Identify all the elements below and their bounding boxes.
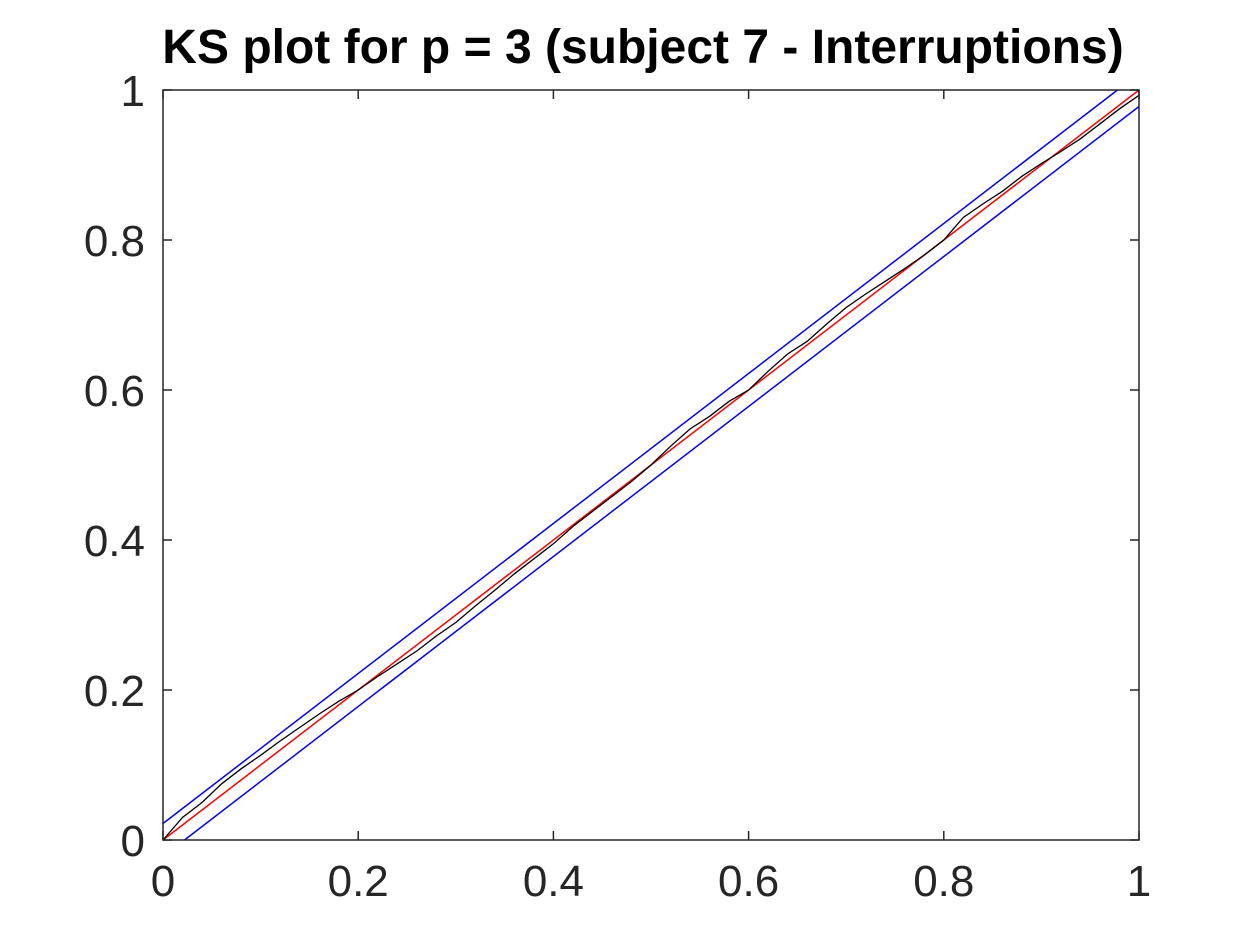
y-tick-label: 1 [121, 67, 145, 116]
x-tick-label: 1 [1127, 857, 1151, 906]
upper-confidence-bound [162, 89, 1118, 825]
lower-confidence-bound [184, 105, 1140, 841]
y-tick-label: 0.4 [84, 517, 145, 566]
x-tick-label: 0.4 [523, 857, 584, 906]
series-layer [162, 89, 1140, 841]
x-tick-label: 0.6 [718, 857, 779, 906]
plot-area: 0 0.2 0.4 0.6 0.8 1 0 0.2 0.4 0.6 0.8 1 [84, 67, 1151, 906]
x-tick-label: 0 [151, 857, 175, 906]
y-tick-label: 0.2 [84, 667, 145, 716]
y-tick-label: 0.6 [84, 367, 145, 416]
tick-layer: 0 0.2 0.4 0.6 0.8 1 0 0.2 0.4 0.6 0.8 1 [84, 67, 1151, 906]
chart-title: KS plot for p = 3 (subject 7 - Interrupt… [162, 21, 1123, 74]
y-tick-label: 0 [121, 817, 145, 866]
ks-curve [162, 94, 1140, 841]
x-tick-label: 0.2 [328, 857, 389, 906]
axes-box [162, 89, 1140, 841]
x-tick-label: 0.8 [913, 857, 974, 906]
y-tick-label: 0.8 [84, 217, 145, 266]
